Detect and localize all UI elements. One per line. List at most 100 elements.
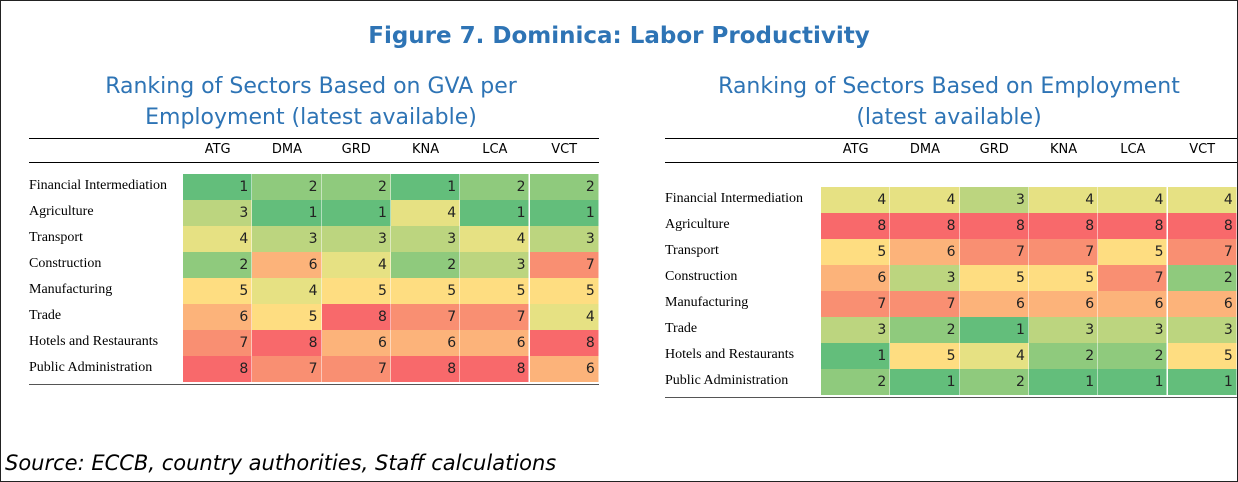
heat-cell: 6 (460, 330, 530, 356)
table-rule (29, 162, 599, 163)
heat-cell: 4 (529, 304, 599, 330)
heat-cell: 5 (821, 239, 891, 265)
heat-cell: 1 (1167, 369, 1237, 395)
heat-cell: 3 (821, 317, 891, 343)
heat-cell: 7 (959, 239, 1029, 265)
column-header: GRD (979, 142, 1009, 157)
table-rule (665, 162, 1237, 163)
heat-cell: 8 (529, 330, 599, 356)
heat-cell: 7 (821, 291, 891, 317)
heat-cell: 2 (460, 174, 530, 200)
heat-cell: 6 (321, 330, 391, 356)
heat-cell: 7 (321, 356, 391, 382)
heat-cell: 4 (321, 252, 391, 278)
heat-cell: 4 (1098, 187, 1168, 213)
heat-cell: 1 (1028, 369, 1099, 395)
heat-cell: 6 (1028, 291, 1099, 317)
heat-cell: 4 (890, 187, 960, 213)
heat-cell: 7 (1098, 265, 1168, 291)
row-label: Agriculture (29, 204, 94, 219)
heat-cell: 7 (529, 252, 599, 278)
heat-cell: 1 (460, 200, 530, 226)
row-label: Trade (29, 308, 62, 323)
heat-cell: 8 (821, 213, 891, 239)
heat-cell: 6 (252, 252, 322, 278)
heat-cell: 8 (252, 330, 322, 356)
heat-cell: 4 (460, 226, 530, 252)
heat-cell: 4 (390, 200, 461, 226)
heat-cell: 3 (1167, 317, 1237, 343)
heat-cell: 2 (252, 174, 322, 200)
column-header: VCT (1189, 142, 1216, 157)
table-rule (665, 397, 1237, 398)
column-header: LCA (482, 142, 508, 157)
row-label: Transport (665, 243, 719, 258)
heat-cell: 4 (1167, 187, 1237, 213)
heat-cell: 4 (183, 226, 253, 252)
heat-cell: 1 (183, 174, 253, 200)
heat-cell: 5 (1167, 343, 1237, 369)
heat-cell: 1 (821, 343, 891, 369)
column-header: GRD (341, 142, 371, 157)
table-rule (29, 138, 599, 139)
heat-cell: 5 (890, 343, 960, 369)
heat-cell: 6 (529, 356, 599, 382)
heat-cell: 7 (1028, 239, 1099, 265)
column-header: ATG (842, 142, 869, 157)
heat-cell: 1 (890, 369, 960, 395)
subtitle: (latest available) (856, 105, 1042, 130)
row-label: Manufacturing (29, 282, 113, 297)
heat-cell: 2 (1098, 343, 1168, 369)
heat-cell: 7 (890, 291, 960, 317)
heat-cell: 5 (1098, 239, 1168, 265)
heat-cell: 8 (1167, 213, 1237, 239)
heat-cell: 3 (1028, 317, 1099, 343)
table-rule (29, 384, 599, 385)
heat-cell: 1 (252, 200, 322, 226)
source-note: Source: ECCB, country authorities, Staff… (5, 451, 557, 475)
heat-cell: 3 (529, 226, 599, 252)
heat-cell: 8 (390, 356, 461, 382)
heat-cell: 4 (959, 343, 1029, 369)
heat-cell: 5 (321, 278, 391, 304)
heat-cell: 3 (959, 187, 1029, 213)
subtitle: Employment (latest available) (145, 105, 477, 130)
heat-cell: 2 (890, 317, 960, 343)
figure-title: Figure 7. Dominica: Labor Productivity (368, 23, 870, 49)
heat-cell: 3 (890, 265, 960, 291)
heat-cell: 5 (529, 278, 599, 304)
heat-cell: 7 (252, 356, 322, 382)
heat-cell: 8 (1098, 213, 1168, 239)
heat-cell: 3 (183, 200, 253, 226)
column-header: DMA (271, 142, 302, 157)
heat-cell: 5 (460, 278, 530, 304)
row-label: Trade (665, 321, 698, 336)
heat-cell: 4 (252, 278, 322, 304)
row-label: Hotels and Restaurants (665, 347, 795, 362)
heat-cell: 6 (890, 239, 960, 265)
heat-cell: 1 (321, 200, 391, 226)
heat-cell: 2 (821, 369, 891, 395)
row-label: Public Administration (665, 373, 789, 388)
column-header: DMA (909, 142, 940, 157)
heat-cell: 7 (460, 304, 530, 330)
heat-cell: 4 (821, 187, 891, 213)
heat-cell: 6 (1167, 291, 1237, 317)
heat-cell: 6 (1098, 291, 1168, 317)
heat-cell: 6 (959, 291, 1029, 317)
heat-cell: 5 (390, 278, 461, 304)
heat-cell: 2 (529, 174, 599, 200)
heat-cell: 1 (959, 317, 1029, 343)
column-header: ATG (204, 142, 231, 157)
row-label: Hotels and Restaurants (29, 334, 159, 349)
heat-cell: 2 (321, 174, 391, 200)
heat-cell: 2 (1167, 265, 1237, 291)
row-label: Transport (29, 230, 83, 245)
heat-cell: 8 (1028, 213, 1099, 239)
heat-cell: 5 (252, 304, 322, 330)
heat-cell: 8 (959, 213, 1029, 239)
heat-cell: 2 (390, 252, 461, 278)
heat-cell: 6 (183, 304, 253, 330)
row-label: Manufacturing (665, 295, 749, 310)
